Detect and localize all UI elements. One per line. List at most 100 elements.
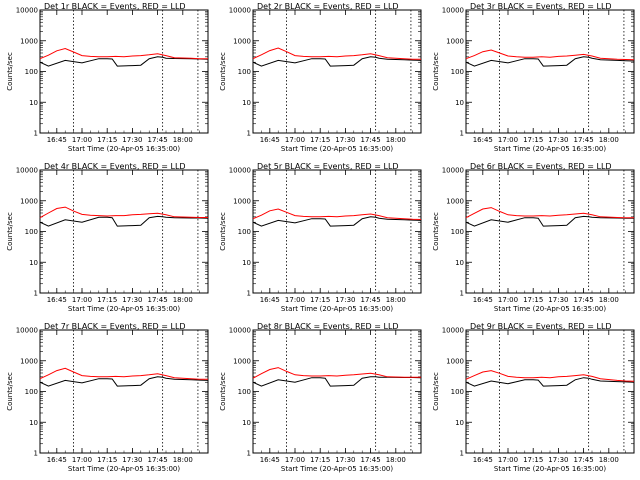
lld-series-line bbox=[252, 367, 421, 379]
x-tick-label: 17:45 bbox=[148, 296, 168, 304]
y-tick-label: 1 bbox=[247, 130, 251, 138]
x-tick-label: 17:30 bbox=[335, 296, 355, 304]
x-axis-label: Start Time (20-Apr-05 16:35:00) bbox=[68, 305, 180, 313]
panel-title: Det 7r BLACK = Events, RED = LLD bbox=[44, 322, 186, 331]
y-axis-label: Counts/sec bbox=[219, 52, 227, 91]
y-tick-label: 10000 bbox=[16, 167, 38, 175]
y-tick-label: 1 bbox=[34, 450, 38, 458]
events-series-line bbox=[252, 56, 422, 67]
panel-title: Det 8r BLACK = Events, RED = LLD bbox=[257, 322, 399, 331]
x-tick-label: 17:45 bbox=[574, 456, 594, 464]
lld-series-line bbox=[252, 47, 421, 60]
x-axis-label: Start Time (20-Apr-05 16:35:00) bbox=[68, 145, 180, 153]
y-tick-label: 10 bbox=[242, 419, 251, 427]
x-tick-label: 17:00 bbox=[72, 456, 92, 464]
lld-series-line bbox=[465, 370, 635, 382]
y-tick-label: 1000 bbox=[446, 357, 464, 365]
x-tick-label: 17:30 bbox=[548, 456, 568, 464]
detector-panel-2: Det 2r BLACK = Events, RED = LLD 1 10 100 10… bbox=[219, 2, 422, 153]
y-tick-label: 10 bbox=[29, 419, 38, 427]
x-tick-label: 17:45 bbox=[148, 456, 168, 464]
plot-frame bbox=[465, 329, 635, 454]
x-tick-label: 17:15 bbox=[97, 136, 117, 144]
y-axis-label: Counts/sec bbox=[432, 52, 440, 91]
x-tick-label: 16:45 bbox=[473, 296, 493, 304]
y-tick-label: 100 bbox=[238, 228, 251, 236]
y-tick-label: 10000 bbox=[442, 7, 464, 15]
y-tick-label: 100 bbox=[451, 68, 464, 76]
y-tick-label: 10000 bbox=[229, 167, 251, 175]
panel-title: Det 5r BLACK = Events, RED = LLD bbox=[257, 162, 399, 171]
y-axis-label: Counts/sec bbox=[6, 372, 14, 411]
lld-series-line bbox=[39, 47, 208, 60]
x-axis-label: Start Time (20-Apr-05 16:35:00) bbox=[494, 145, 606, 153]
x-tick-label: 16:45 bbox=[47, 456, 67, 464]
x-tick-label: 18:00 bbox=[599, 296, 619, 304]
detector-panel-1: Det 1r BLACK = Events, RED = LLD 1 10 100 10… bbox=[6, 2, 209, 153]
x-tick-label: 16:45 bbox=[473, 456, 493, 464]
y-axis-label: Counts/sec bbox=[219, 212, 227, 251]
x-tick-label: 18:00 bbox=[386, 136, 406, 144]
x-tick-label: 17:45 bbox=[361, 136, 381, 144]
y-tick-label: 10000 bbox=[442, 167, 464, 175]
detector-panel-7: Det 7r BLACK = Events, RED = LLD 1 10 100 10… bbox=[6, 322, 209, 473]
lld-series-line bbox=[465, 207, 634, 219]
y-tick-label: 100 bbox=[25, 228, 38, 236]
x-axis-label: Start Time (20-Apr-05 16:35:00) bbox=[494, 305, 606, 313]
panel-title: Det 9r BLACK = Events, RED = LLD bbox=[470, 322, 612, 331]
x-tick-label: 17:15 bbox=[523, 296, 543, 304]
x-tick-label: 17:00 bbox=[285, 296, 305, 304]
events-series-line bbox=[39, 376, 209, 387]
x-tick-label: 18:00 bbox=[599, 136, 619, 144]
plot-frame bbox=[39, 169, 209, 294]
plot-frame bbox=[252, 9, 422, 134]
x-tick-label: 17:30 bbox=[548, 296, 568, 304]
x-tick-label: 18:00 bbox=[386, 296, 406, 304]
y-tick-label: 1 bbox=[34, 130, 38, 138]
x-tick-label: 17:00 bbox=[498, 456, 518, 464]
x-tick-label: 17:15 bbox=[310, 136, 330, 144]
y-tick-label: 100 bbox=[25, 68, 38, 76]
y-tick-label: 1000 bbox=[446, 37, 464, 45]
y-tick-label: 1 bbox=[247, 450, 251, 458]
plot-frame bbox=[465, 169, 635, 294]
y-tick-label: 1000 bbox=[20, 37, 38, 45]
events-series-line bbox=[252, 376, 422, 387]
y-axis-label: Counts/sec bbox=[432, 372, 440, 411]
y-axis-label: Counts/sec bbox=[432, 212, 440, 251]
x-tick-label: 17:00 bbox=[285, 136, 305, 144]
y-tick-label: 10 bbox=[455, 259, 464, 267]
y-tick-label: 10 bbox=[455, 419, 464, 427]
x-tick-label: 17:15 bbox=[523, 136, 543, 144]
lld-series-line bbox=[465, 49, 635, 61]
y-tick-label: 10000 bbox=[442, 327, 464, 335]
x-tick-label: 16:45 bbox=[47, 296, 67, 304]
panel-title: Det 6r BLACK = Events, RED = LLD bbox=[470, 162, 612, 171]
panel-title: Det 3r BLACK = Events, RED = LLD bbox=[470, 2, 612, 11]
y-tick-label: 10 bbox=[242, 259, 251, 267]
x-axis-label: Start Time (20-Apr-05 16:35:00) bbox=[68, 465, 180, 473]
y-tick-label: 10000 bbox=[16, 327, 38, 335]
x-tick-label: 16:45 bbox=[260, 456, 280, 464]
x-tick-label: 16:45 bbox=[473, 136, 493, 144]
x-tick-label: 17:00 bbox=[285, 456, 305, 464]
y-axis-label: Counts/sec bbox=[219, 372, 227, 411]
x-tick-label: 17:45 bbox=[361, 296, 381, 304]
lld-series-line bbox=[252, 208, 422, 220]
y-tick-label: 100 bbox=[238, 388, 251, 396]
events-series-line bbox=[465, 56, 635, 67]
x-tick-label: 18:00 bbox=[173, 456, 193, 464]
x-tick-label: 17:15 bbox=[97, 456, 117, 464]
y-tick-label: 10 bbox=[29, 99, 38, 107]
x-tick-label: 17:45 bbox=[361, 456, 381, 464]
y-tick-label: 100 bbox=[451, 228, 464, 236]
plot-frame bbox=[465, 9, 635, 134]
y-tick-label: 1000 bbox=[233, 37, 251, 45]
lld-series-line bbox=[39, 206, 208, 219]
panel-title: Det 2r BLACK = Events, RED = LLD bbox=[257, 2, 399, 11]
x-tick-label: 17:30 bbox=[335, 456, 355, 464]
detector-panel-8: Det 8r BLACK = Events, RED = LLD 1 10 100 10… bbox=[219, 322, 422, 473]
y-tick-label: 1000 bbox=[446, 197, 464, 205]
y-tick-label: 100 bbox=[25, 388, 38, 396]
